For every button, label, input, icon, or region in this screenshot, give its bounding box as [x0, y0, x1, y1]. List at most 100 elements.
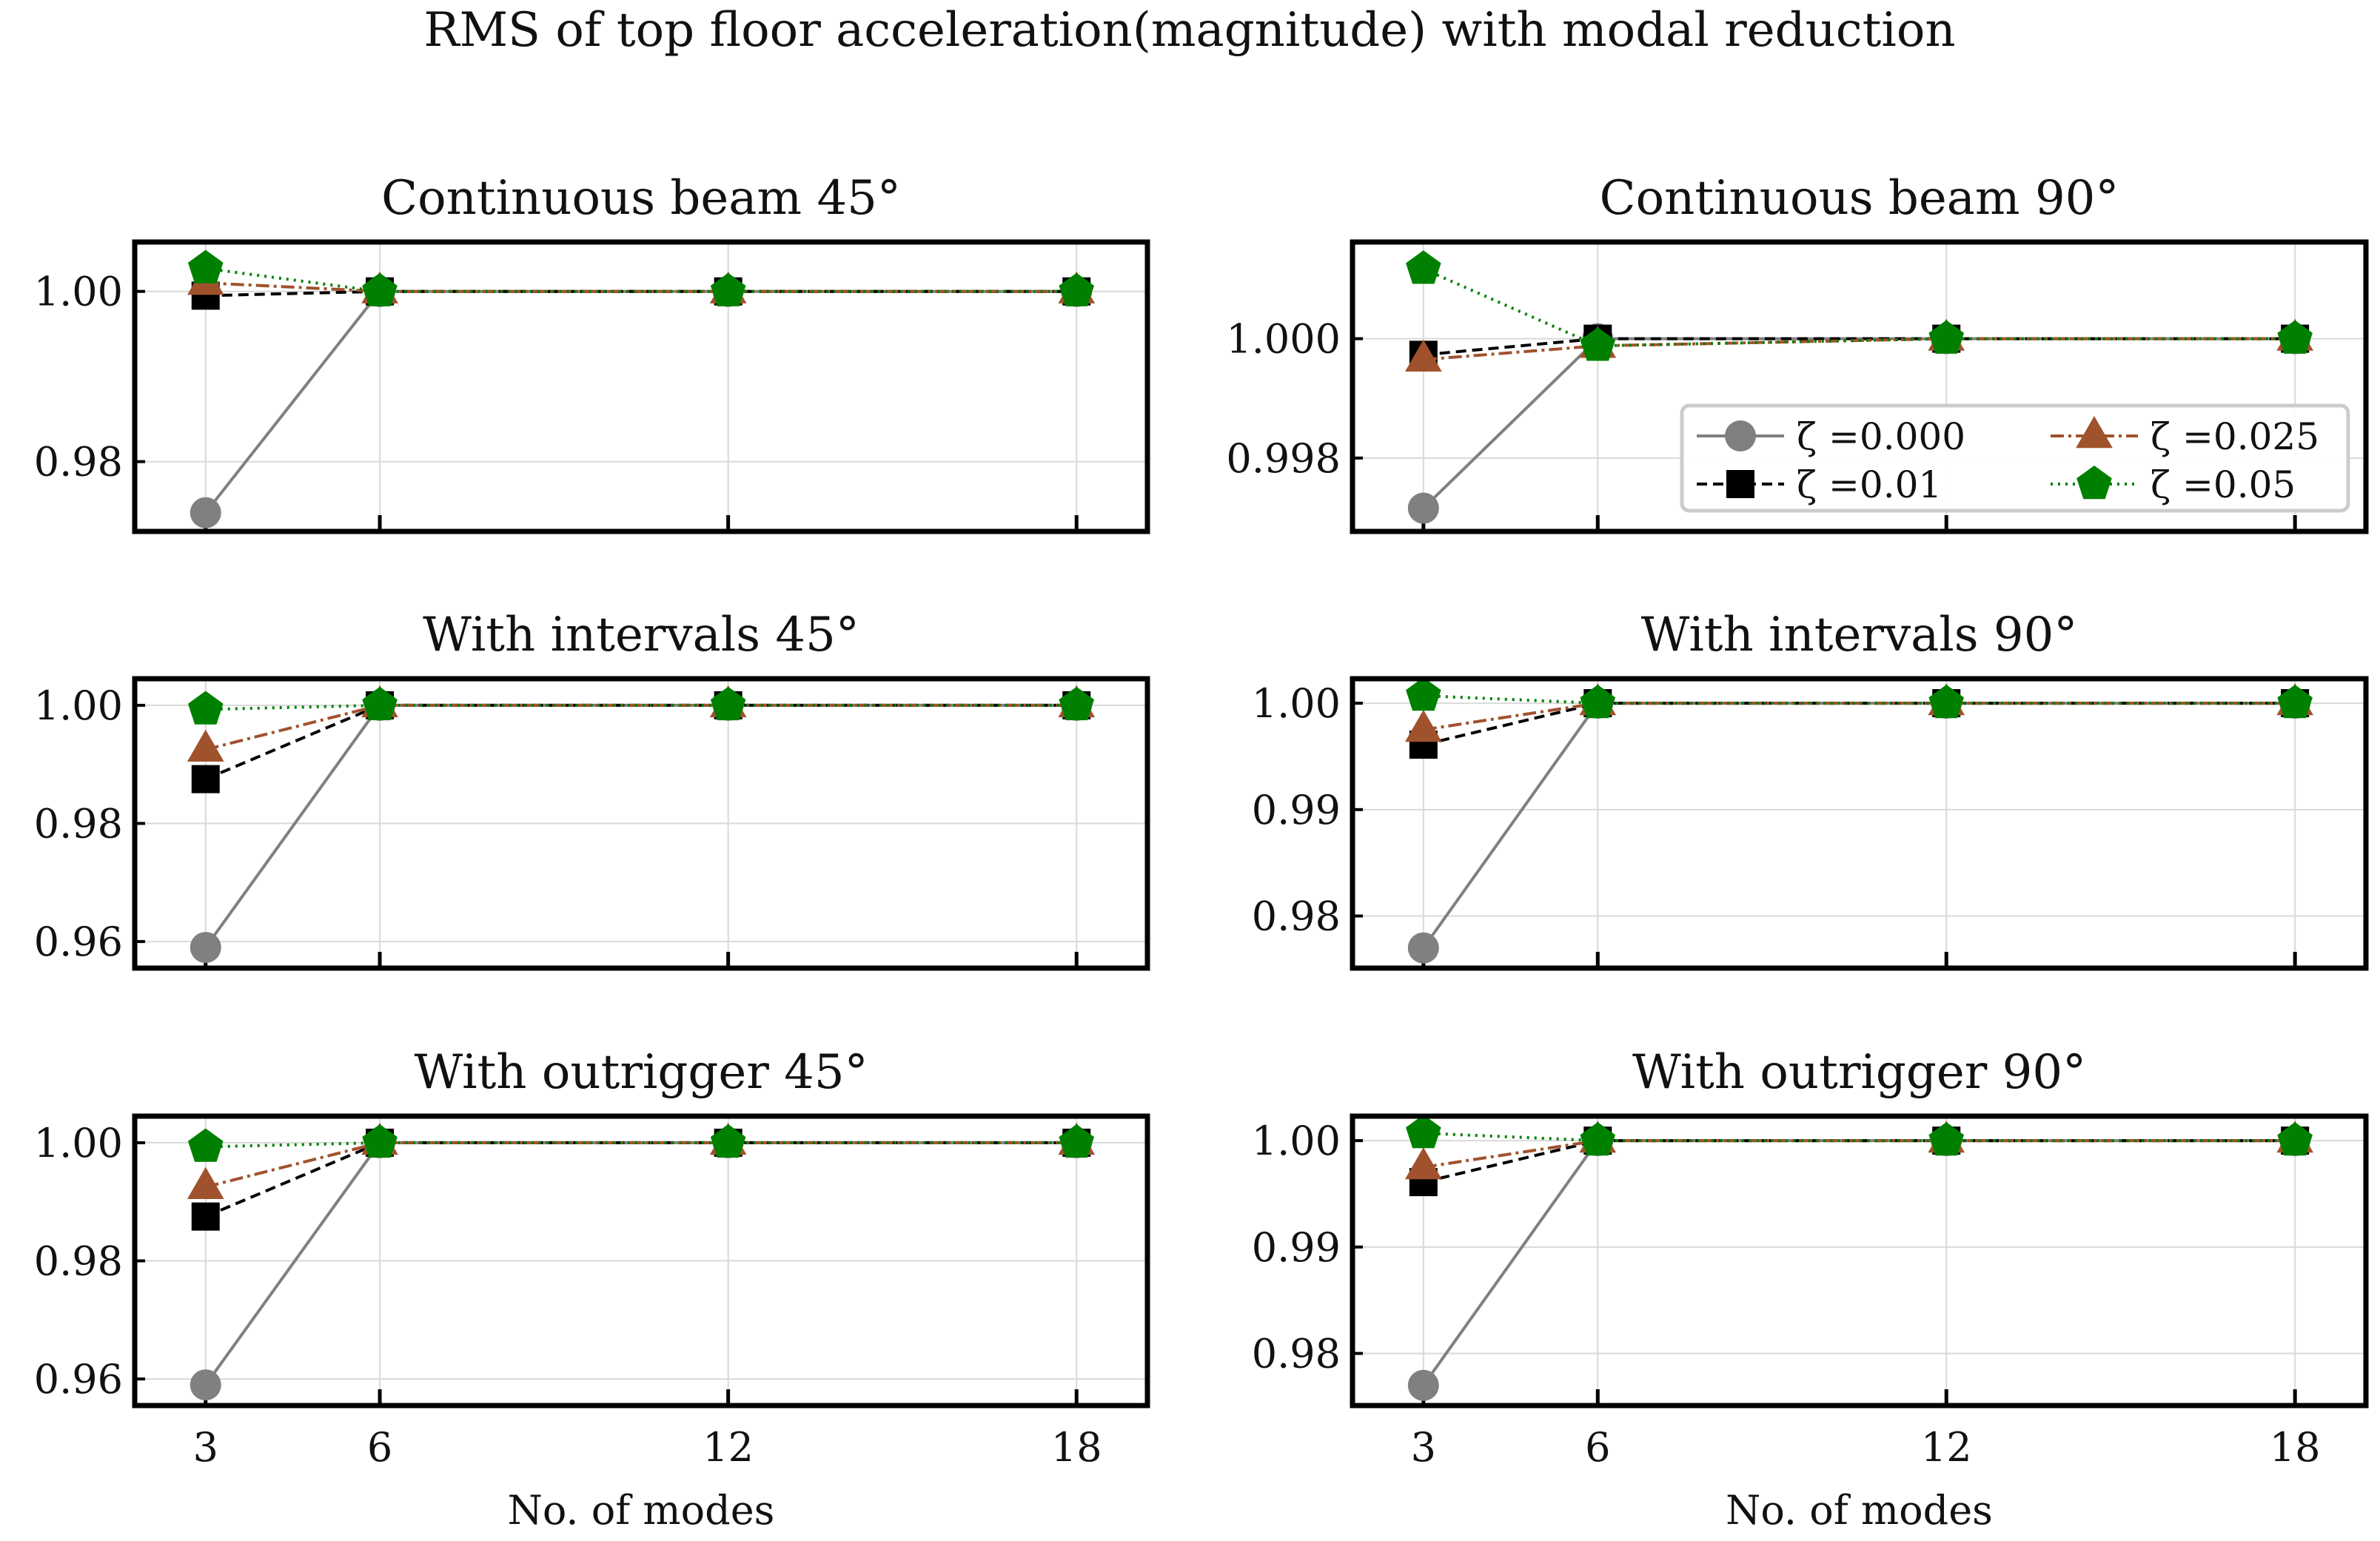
data-point-triangle: [187, 1166, 224, 1199]
data-point-pentagon: [362, 272, 398, 306]
x-tick-label: 12: [703, 1424, 754, 1471]
axes-frame: [132, 676, 1150, 971]
data-point-triangle: [1404, 339, 1442, 372]
data-point-pentagon: [1406, 1115, 1441, 1149]
y-tick-label: 1.00: [34, 269, 123, 315]
y-tick-label: 1.00: [34, 1120, 123, 1166]
gridlines: [1352, 1116, 2366, 1406]
data-point-pentagon: [2277, 1122, 2313, 1156]
x-axis-label: No. of modes: [1726, 1487, 1993, 1534]
series-zeta-0-05: [1406, 1115, 2313, 1156]
data-point-pentagon: [710, 686, 746, 721]
series-line: [204, 703, 1077, 949]
series-line: [1423, 267, 2296, 348]
data-point-triangle: [1404, 710, 1442, 742]
axes-frame: [132, 1113, 1150, 1409]
series-line: [1423, 1132, 2296, 1143]
x-tick-label: 3: [1411, 1424, 1436, 1471]
y-tick-label: 0.98: [1252, 1331, 1341, 1377]
y-tick-label: 1.00: [34, 682, 123, 729]
data-point-triangle: [1404, 1147, 1442, 1180]
y-tick-label: 0.998: [1226, 435, 1341, 482]
series-line: [205, 1141, 1077, 1189]
data-point-circle: [190, 497, 221, 528]
data-point-pentagon: [1580, 685, 1616, 719]
series-line: [1422, 1139, 2296, 1386]
data-point-pentagon: [1580, 327, 1616, 361]
data-point-pentagon: [187, 1128, 224, 1162]
data-point-pentagon: [1059, 272, 1095, 306]
series-line: [205, 281, 1077, 293]
data-point-pentagon: [1928, 1122, 1965, 1156]
figure-suptitle: RMS of top floor acceleration(magnitude)…: [423, 3, 1955, 58]
subplot-title: With outrigger 45°: [414, 1045, 868, 1100]
series-zeta-0-05: [187, 249, 1095, 306]
axes-frame: [1350, 239, 2369, 534]
x-tick-label: 18: [2270, 1424, 2321, 1471]
data-point-pentagon: [1059, 686, 1095, 721]
data-point-circle: [1407, 1369, 1439, 1401]
data-point-pentagon: [710, 1124, 746, 1158]
series-line: [205, 703, 1077, 751]
series-zeta-0-000: [190, 1127, 1093, 1401]
series-zeta-0-025: [1404, 1121, 2314, 1180]
legend-label: ζ =0.000: [1797, 415, 1965, 458]
legend-label: ζ =0.05: [2151, 463, 2296, 506]
legend: ζ =0.000 ζ =0.01 ζ =0.025 ζ =0.05: [1680, 403, 2350, 513]
data-point-pentagon: [710, 272, 746, 306]
data-point-square: [191, 765, 220, 793]
subplot-4: With intervals 90° 0.98 0.99 1.00: [1252, 608, 2369, 971]
gridlines: [1352, 679, 2366, 968]
series-line: [205, 703, 1077, 711]
data-point-pentagon: [362, 1124, 398, 1158]
series-line: [204, 289, 1077, 514]
legend-marker-square: [1726, 470, 1754, 498]
series-zeta-0-000: [190, 689, 1093, 964]
series-zeta-0-025: [187, 685, 1096, 762]
series-zeta-0-05: [1406, 677, 2313, 719]
data-point-triangle: [187, 729, 224, 762]
series-zeta-0-01: [1409, 1127, 2310, 1197]
data-point-pentagon: [187, 691, 224, 725]
subplot-3: With intervals 45° 0.96 0.98 1.00: [34, 608, 1150, 971]
series-zeta-0-05: [187, 1124, 1095, 1162]
x-tick-label: 6: [1585, 1424, 1610, 1471]
data-point-pentagon: [1580, 1122, 1616, 1156]
subplot-5: With outrigger 45° 0.96 0.98 1.00 3 6 12 18 No. …: [34, 1045, 1150, 1534]
legend-marker-circle: [1725, 420, 1756, 451]
legend-label: ζ =0.025: [2151, 415, 2319, 458]
axes-frame: [1350, 1113, 2369, 1409]
series-line: [1423, 337, 2296, 361]
subplot-title: With intervals 90°: [1641, 608, 2078, 662]
series-line: [1423, 694, 2296, 705]
x-tick-label: 18: [1051, 1424, 1102, 1471]
subplot-title: Continuous beam 45°: [381, 171, 901, 226]
series-line: [1423, 702, 2296, 731]
series-zeta-0-05: [187, 686, 1095, 725]
data-point-circle: [190, 932, 221, 964]
x-axis-label: No. of modes: [508, 1487, 775, 1534]
x-tick-label: 3: [193, 1424, 218, 1471]
y-tick-label: 0.98: [34, 1238, 123, 1285]
data-point-pentagon: [2277, 685, 2313, 719]
series-line: [205, 1141, 1077, 1149]
y-tick-label: 1.00: [1252, 1118, 1341, 1164]
legend-entry-zeta-0-05: ζ =0.05: [2051, 463, 2296, 506]
series-zeta-0-000: [1407, 1125, 2311, 1401]
series-line: [1422, 702, 2296, 949]
subplot-title: With outrigger 90°: [1632, 1045, 2086, 1100]
subplot-1: Continuous beam 45° 0.98 1.00: [34, 171, 1150, 534]
y-tick-label: 0.98: [1252, 893, 1341, 940]
legend-entry-zeta-0-025: ζ =0.025: [2051, 415, 2319, 458]
series-line: [204, 1141, 1077, 1386]
data-point-pentagon: [1928, 320, 1965, 354]
series-zeta-0-000: [190, 275, 1093, 528]
data-point-pentagon: [362, 686, 398, 721]
data-point-pentagon: [1406, 677, 1441, 711]
x-tick-label: 12: [1921, 1424, 1972, 1471]
data-point-pentagon: [187, 249, 224, 283]
y-tick-label: 0.96: [34, 1356, 123, 1403]
axes-frame: [1350, 676, 2369, 971]
